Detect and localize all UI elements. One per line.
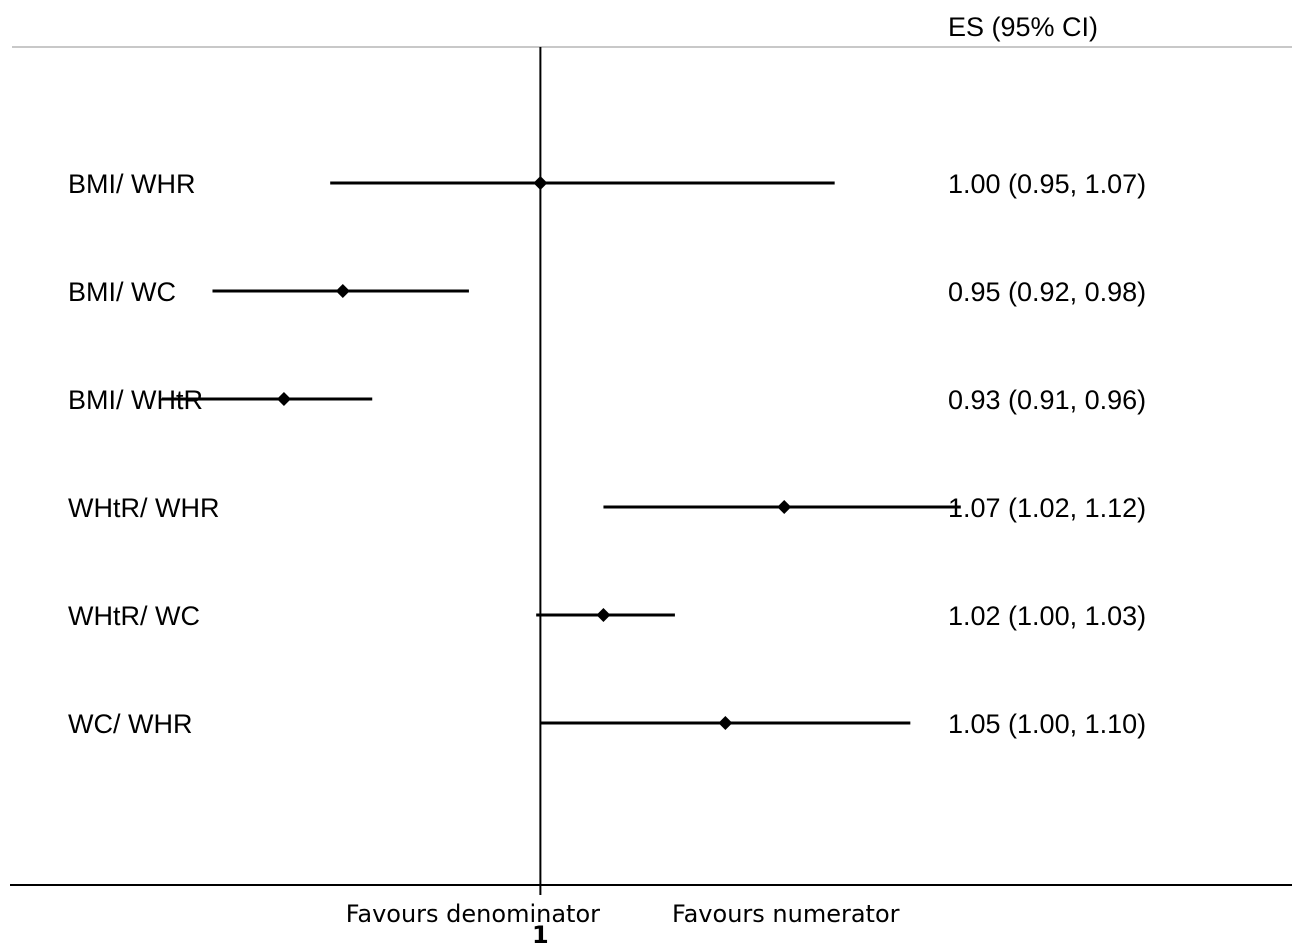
row-effect-size-text: 0.93 (0.91, 0.96) xyxy=(948,385,1146,415)
row-effect-size-text: 1.00 (0.95, 1.07) xyxy=(948,169,1146,199)
row-label: WHtR/ WHR xyxy=(68,493,219,523)
row-label: BMI/ WC xyxy=(68,277,176,307)
favours-denominator-label: Favours denominator xyxy=(346,900,600,928)
forest-rows: BMI/ WHR 1.00 (0.95, 1.07) BMI/ WC 0.95 (0.… xyxy=(68,169,1146,739)
column-header-es-ci: ES (95% CI) xyxy=(948,12,1098,42)
favours-numerator-label: Favours numerator xyxy=(672,900,900,928)
effect-estimate-point xyxy=(777,500,792,514)
reference-tick-label: 1 xyxy=(532,921,549,943)
row-label: BMI/ WHR xyxy=(68,169,196,199)
row-effect-size-text: 0.95 (0.92, 0.98) xyxy=(948,277,1146,307)
effect-estimate-point xyxy=(718,716,733,730)
row-label: WHtR/ WC xyxy=(68,601,200,631)
row-label: WC/ WHR xyxy=(68,709,192,739)
effect-estimate-point xyxy=(276,392,291,406)
row-effect-size-text: 1.02 (1.00, 1.03) xyxy=(948,601,1146,631)
row-effect-size-text: 1.07 (1.02, 1.12) xyxy=(948,493,1146,523)
effect-estimate-point xyxy=(596,608,611,622)
row-effect-size-text: 1.05 (1.00, 1.10) xyxy=(948,709,1146,739)
effect-estimate-point xyxy=(335,284,350,298)
